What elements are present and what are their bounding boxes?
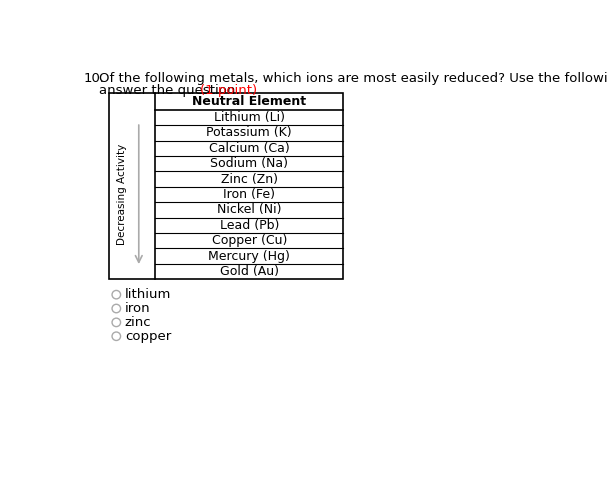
Text: Gold (Au): Gold (Au) <box>219 265 278 278</box>
Text: Lithium (Li): Lithium (Li) <box>214 111 285 124</box>
Text: Neutral Element: Neutral Element <box>192 95 306 108</box>
Text: zinc: zinc <box>125 316 151 329</box>
Text: Zinc (Zn): Zinc (Zn) <box>221 173 278 185</box>
Text: Of the following metals, which ions are most easily reduced? Use the following t: Of the following metals, which ions are … <box>99 72 608 85</box>
Text: Nickel (Ni): Nickel (Ni) <box>217 204 282 216</box>
Bar <box>109 93 344 279</box>
Text: Decreasing Activity: Decreasing Activity <box>117 144 126 245</box>
Text: lithium: lithium <box>125 288 171 301</box>
Text: copper: copper <box>125 330 171 343</box>
Text: Potassium (K): Potassium (K) <box>206 126 292 139</box>
Text: Sodium (Na): Sodium (Na) <box>210 157 288 170</box>
Text: 10.: 10. <box>84 72 105 85</box>
Text: answer the question.: answer the question. <box>99 84 244 97</box>
Text: Copper (Cu): Copper (Cu) <box>212 234 287 247</box>
Text: Calcium (Ca): Calcium (Ca) <box>209 142 289 155</box>
Text: iron: iron <box>125 302 150 315</box>
Text: Lead (Pb): Lead (Pb) <box>219 219 279 232</box>
Text: Mercury (Hg): Mercury (Hg) <box>209 249 290 263</box>
Text: (1 point): (1 point) <box>200 84 257 97</box>
Text: Iron (Fe): Iron (Fe) <box>223 188 275 201</box>
